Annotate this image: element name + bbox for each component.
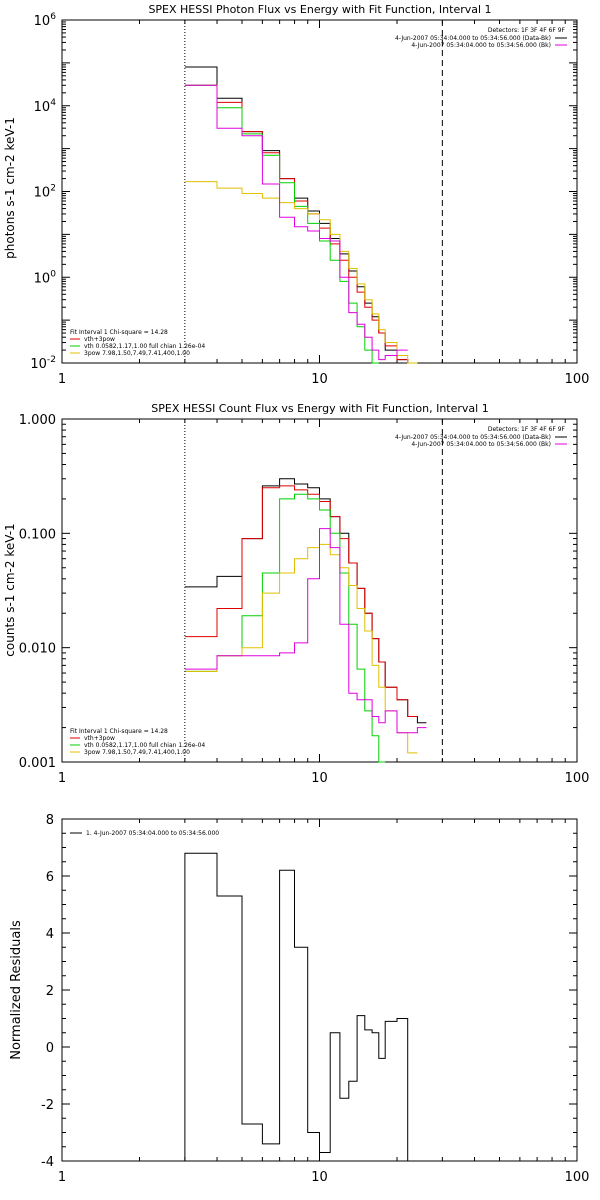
series-vth-3pow bbox=[184, 485, 418, 717]
series-vth bbox=[184, 84, 379, 364]
series-3pow bbox=[184, 181, 418, 364]
count-flux-series bbox=[184, 478, 427, 763]
x-tick-label: 100 bbox=[565, 1170, 590, 1185]
legend-label: vth 0.0582,1.17,1.00 full chian 1.26e-04 bbox=[84, 742, 205, 749]
count-flux-vlines bbox=[184, 419, 443, 762]
residuals-ticks: 1 10 100 -4 -2 0 2 4 6 8 bbox=[41, 813, 589, 1185]
photon-flux-plot-frame bbox=[61, 19, 578, 364]
photon-flux-legend: Detectors: 1F 3F 4F 6F 9F4-Jun-2007 05:3… bbox=[70, 27, 567, 357]
y-tick-label: 2 bbox=[46, 984, 54, 999]
detectors-label: Detectors: 1F 3F 4F 6F 9F bbox=[488, 426, 566, 433]
count-flux-title: SPEX HESSI Count Flux vs Energy with Fit… bbox=[151, 402, 488, 415]
legend-label: vth+3pow bbox=[84, 336, 115, 343]
legend-label: 4-Jun-2007 05:34:04.000 to 05:34:56.000 … bbox=[395, 434, 551, 441]
series-bk bbox=[184, 528, 427, 734]
y-tick-label: 104 bbox=[34, 98, 57, 115]
residuals-legend: 1. 4-Jun-2007 05:34:04.000 to 05:34:56.0… bbox=[70, 830, 219, 837]
x-tick-label: 100 bbox=[565, 771, 590, 786]
series-vth bbox=[184, 493, 386, 763]
series-3pow bbox=[184, 543, 418, 754]
fit-stats-label: Fit Interval 1 Chi-square = 14.28 bbox=[70, 329, 168, 336]
x-tick-label: 1 bbox=[58, 1170, 66, 1185]
legend-label: 3pow 7.98,1.50,7.49,7.41,400,1.00 bbox=[84, 749, 190, 756]
photon-flux-ylabel: photons s-1 cm-2 keV-1 bbox=[3, 117, 17, 259]
fit-stats-label: Fit Interval 1 Chi-square = 14.28 bbox=[70, 728, 168, 735]
y-tick-label: 0.001 bbox=[19, 756, 56, 771]
legend-label: vth 0.0582,1.17,1.00 full chian 1.26e-04 bbox=[84, 343, 205, 350]
residuals-series bbox=[184, 852, 409, 1161]
x-tick-label: 10 bbox=[311, 1170, 328, 1185]
series-data-bk bbox=[184, 66, 418, 364]
y-tick-label: 8 bbox=[46, 813, 54, 828]
series-data-bk bbox=[184, 478, 427, 724]
legend-label: 4-Jun-2007 05:34:04.000 to 05:34:56.000 … bbox=[411, 441, 551, 448]
count-flux-ylabel: counts s-1 cm-2 keV-1 bbox=[3, 523, 17, 656]
legend-label: vth+3pow bbox=[84, 735, 115, 742]
residuals-plot-frame bbox=[61, 818, 578, 1162]
y-tick-label: 0 bbox=[46, 1041, 54, 1056]
y-tick-label: 100 bbox=[34, 269, 57, 286]
legend-label: 4-Jun-2007 05:34:04.000 to 05:34:56.000 … bbox=[411, 42, 551, 49]
y-tick-label: 102 bbox=[34, 184, 56, 201]
x-tick-label: 10 bbox=[311, 771, 328, 786]
x-tick-label: 1 bbox=[58, 372, 66, 387]
y-tick-label: 0.100 bbox=[19, 527, 56, 542]
photon-flux-panel: SPEX HESSI Photon Flux vs Energy with Fi… bbox=[3, 3, 589, 387]
detectors-label: Detectors: 1F 3F 4F 6F 9F bbox=[488, 27, 566, 34]
residuals-ylabel: Normalized Residuals bbox=[9, 920, 24, 1060]
y-tick-label: 4 bbox=[46, 927, 54, 942]
series-bk bbox=[184, 84, 408, 361]
series-residuals bbox=[184, 852, 409, 1161]
residuals-panel: Normalized Residuals 1 10 100 -4 -2 0 2 4 6 8 1. … bbox=[9, 813, 589, 1185]
count-flux-ticks: 1 10 100 0.001 0.010 0.100 1.000 bbox=[19, 413, 590, 786]
y-tick-label: -2 bbox=[41, 1098, 54, 1113]
legend-label: 1. 4-Jun-2007 05:34:04.000 to 05:34:56.0… bbox=[86, 830, 219, 837]
y-tick-label: 106 bbox=[34, 12, 57, 29]
x-tick-label: 100 bbox=[565, 372, 590, 387]
y-tick-label: 1.000 bbox=[19, 413, 56, 428]
series-vth-3pow bbox=[184, 84, 418, 364]
y-tick-label: 0.010 bbox=[19, 642, 56, 657]
legend-label: 3pow 7.98,1.50,7.49,7.41,400,1.00 bbox=[84, 350, 190, 357]
y-tick-label: 10-2 bbox=[30, 355, 56, 372]
photon-flux-ticks: 1 10 100 10-2 100 102 104 106 bbox=[30, 12, 589, 387]
count-flux-legend: Detectors: 1F 3F 4F 6F 9F4-Jun-2007 05:3… bbox=[70, 426, 567, 756]
count-flux-plot-frame bbox=[61, 418, 578, 763]
y-tick-label: 6 bbox=[46, 870, 54, 885]
photon-flux-vlines bbox=[184, 20, 443, 363]
legend-label: 4-Jun-2007 05:34:04.000 to 05:34:56.000 … bbox=[395, 35, 551, 42]
count-flux-panel: SPEX HESSI Count Flux vs Energy with Fit… bbox=[3, 402, 589, 786]
photon-flux-series bbox=[184, 66, 418, 364]
x-tick-label: 1 bbox=[58, 771, 66, 786]
photon-flux-title: SPEX HESSI Photon Flux vs Energy with Fi… bbox=[148, 3, 491, 16]
y-tick-label: -4 bbox=[41, 1155, 54, 1170]
x-tick-label: 10 bbox=[311, 372, 328, 387]
